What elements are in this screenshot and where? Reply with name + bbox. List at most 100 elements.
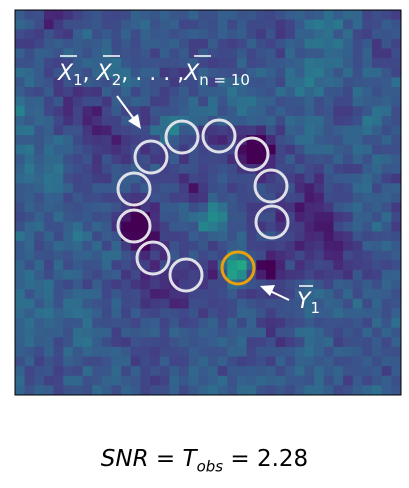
heatmap-pixel [179,375,190,386]
heatmap-pixel [294,318,306,329]
heatmap-pixel [314,308,325,319]
heatmap-pixel [121,260,132,271]
heatmap-pixel [391,125,401,136]
heatmap-pixel [15,279,26,290]
heatmap-pixel [82,279,93,290]
heatmap-pixel [121,58,132,69]
heatmap-pixel [208,135,219,146]
heatmap-pixel [265,318,277,329]
heatmap-pixel [285,125,296,136]
x-label-symbol-2: X [96,61,113,86]
heatmap-pixel [111,269,122,281]
heatmap-pixel [24,356,35,367]
heatmap-pixel [72,366,84,377]
heatmap-pixel [24,164,35,175]
heatmap-pixel [314,58,325,69]
heatmap-pixel [169,173,180,184]
heatmap-pixel [352,356,363,367]
heatmap-pixel [198,375,209,386]
heatmap-pixel [294,241,306,252]
heatmap-pixel [236,346,248,358]
heatmap-pixel [15,67,26,78]
heatmap-pixel [169,308,180,319]
heatmap-pixel [15,241,26,252]
heatmap-pixel [343,67,354,78]
heatmap-pixel [140,19,151,30]
heatmap-pixel [43,192,55,204]
heatmap-pixel [34,115,45,127]
heatmap-pixel [352,269,363,281]
heatmap-pixel [43,135,55,146]
heatmap-pixel [352,241,363,252]
heatmap-pixel [92,154,103,165]
heatmap-pixel [236,10,248,21]
heatmap-pixel [304,154,315,165]
heatmap-pixel [92,366,103,377]
heatmap-pixel [391,346,401,358]
heatmap-pixel [381,231,392,242]
heatmap-pixel [381,385,392,395]
heatmap-pixel [130,38,142,50]
heatmap-pixel [333,279,344,290]
heatmap-pixel [159,289,170,300]
heatmap-pixel [150,221,161,232]
heatmap-pixel [169,221,180,232]
heatmap-pixel [198,212,209,223]
heatmap-pixel [217,327,228,338]
equals-2: = [223,446,257,472]
heatmap-pixel [314,337,325,348]
heatmap-pixel [15,298,26,309]
heatmap-pixel [333,106,344,117]
residual-image [15,10,401,395]
heatmap-pixel [63,173,74,184]
heatmap-pixel [217,356,228,367]
heatmap-pixel [82,106,93,117]
heatmap-pixel [256,58,267,69]
heatmap-pixel [198,298,209,309]
y-arrow-shaft [269,290,290,301]
heatmap-pixel [381,269,392,281]
heatmap-pixel [130,212,142,223]
heatmap-pixel [150,19,161,30]
heatmap-pixel [140,366,151,377]
heatmap-pixel [82,221,93,232]
heatmap-pixel [150,183,161,194]
heatmap-pixel [236,375,248,386]
heatmap-pixel [34,385,45,395]
heatmap-pixel [381,279,392,290]
heatmap-pixel [285,144,296,155]
heatmap-pixel [92,87,103,98]
heatmap-pixel [159,385,170,395]
heatmap-pixel [217,212,228,223]
heatmap-pixel [294,192,306,204]
heatmap-pixel [227,289,238,300]
heatmap-pixel [246,308,257,319]
heatmap-pixel [188,298,199,309]
heatmap-pixel [285,154,296,165]
heatmap-pixel [265,135,277,146]
heatmap-pixel [140,115,151,127]
heatmap-pixel [130,298,142,309]
heatmap-pixel [333,241,344,252]
heatmap-pixel [140,202,151,213]
heatmap-pixel [304,337,315,348]
heatmap-pixel [343,366,354,377]
heatmap-pixel [343,212,354,223]
heatmap-pixel [34,173,45,184]
heatmap-pixel [198,115,209,127]
heatmap-pixel [285,298,296,309]
heatmap-pixel [101,125,113,136]
heatmap-pixel [140,269,151,281]
heatmap-pixel [140,58,151,69]
heatmap-pixel [323,48,335,59]
heatmap-pixel [150,279,161,290]
heatmap-pixel [256,279,267,290]
heatmap-pixel [140,48,151,59]
heatmap-pixel [169,212,180,223]
heatmap-pixel [24,298,35,309]
heatmap-pixel [256,202,267,213]
heatmap-pixel [256,366,267,377]
heatmap-pixel [236,231,248,242]
heatmap-pixel [150,346,161,358]
